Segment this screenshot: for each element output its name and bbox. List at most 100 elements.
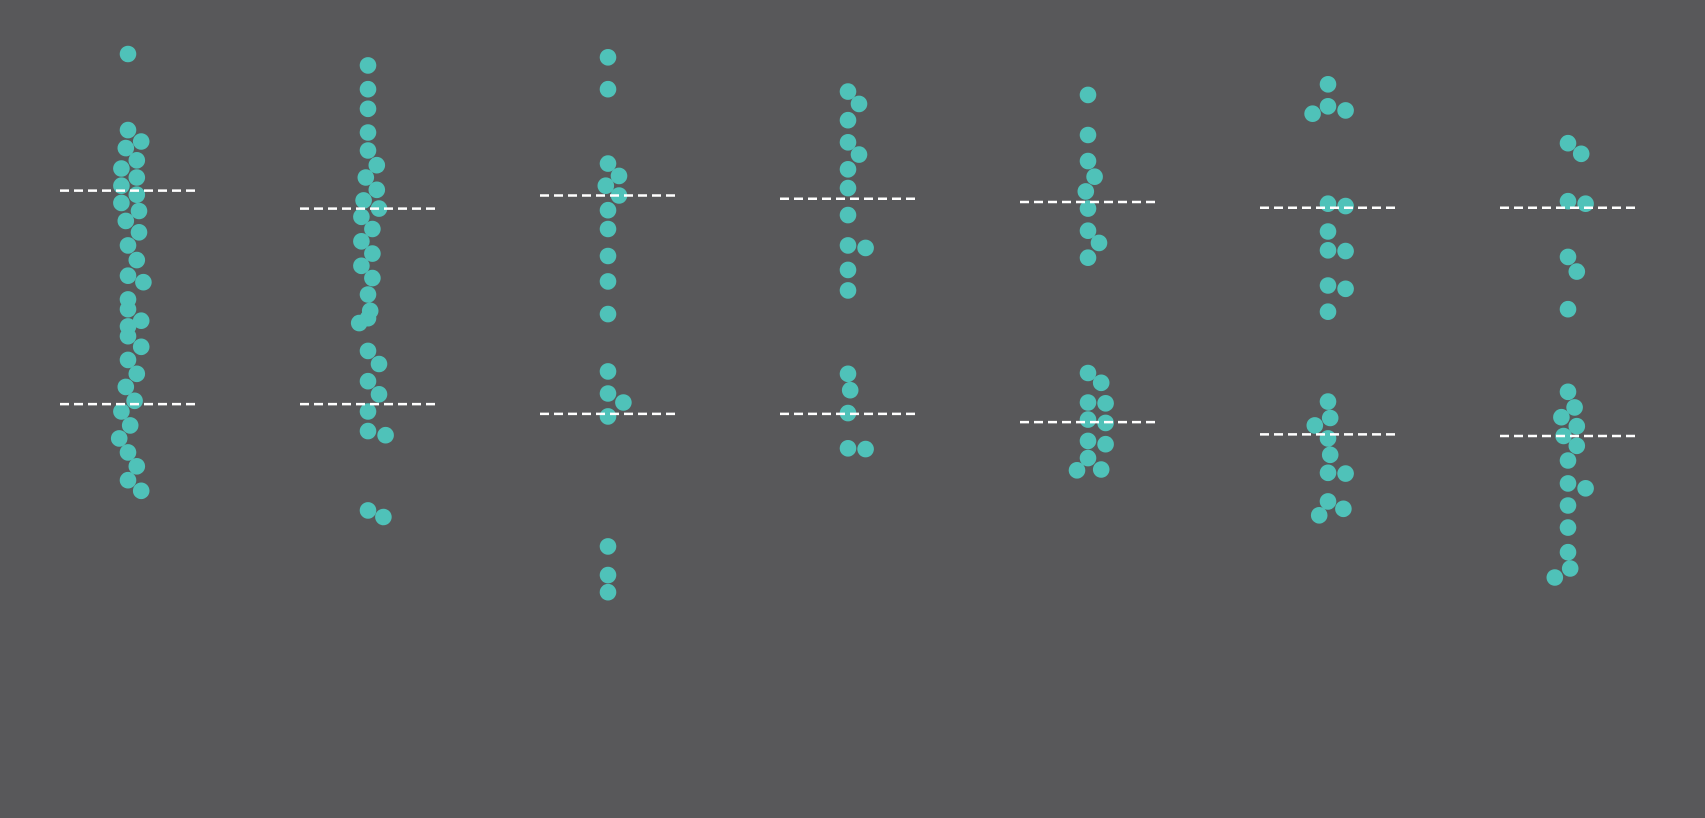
- data-point: [1559, 475, 1577, 492]
- data-point: [839, 161, 857, 178]
- data-point: [1319, 303, 1337, 321]
- data-point: [117, 139, 135, 157]
- data-point: [353, 257, 370, 275]
- data-point: [599, 408, 617, 425]
- data-point: [375, 508, 392, 526]
- data-point: [839, 365, 857, 383]
- data-point: [128, 365, 146, 383]
- data-point: [359, 286, 377, 303]
- data-point: [1337, 102, 1354, 119]
- data-point: [1079, 222, 1097, 239]
- data-point: [132, 133, 150, 150]
- panel-r2-c7: [1500, 300, 1636, 586]
- data-point: [1319, 223, 1337, 240]
- data-point: [1319, 430, 1337, 447]
- data-point: [1079, 394, 1097, 411]
- data-point: [132, 482, 150, 500]
- data-point: [839, 237, 857, 254]
- data-point: [113, 194, 130, 212]
- data-point: [126, 392, 143, 410]
- data-point: [839, 111, 857, 129]
- panel-r2-c4: [780, 365, 916, 458]
- data-point: [370, 355, 388, 373]
- data-point: [1577, 480, 1594, 497]
- data-point: [1086, 168, 1103, 185]
- data-point: [1068, 462, 1086, 479]
- data-point: [1079, 432, 1097, 450]
- panel-r1-c7: [1500, 134, 1636, 280]
- data-point: [359, 100, 377, 118]
- data-point: [359, 309, 377, 327]
- data-point: [119, 471, 137, 489]
- data-point: [121, 417, 139, 434]
- data-point: [597, 177, 615, 194]
- data-point: [1079, 86, 1097, 104]
- data-point: [1079, 364, 1097, 382]
- data-point: [110, 430, 128, 447]
- data-point: [359, 403, 377, 420]
- panel-r2-c1: [60, 300, 196, 500]
- data-point: [128, 186, 146, 203]
- data-point: [1319, 493, 1337, 510]
- data-point: [839, 206, 857, 224]
- data-point: [599, 201, 617, 219]
- data-point: [1079, 200, 1097, 217]
- data-point: [1097, 435, 1114, 453]
- data-point: [839, 179, 857, 197]
- panel-r2-c5: [1020, 364, 1156, 479]
- data-point: [1319, 393, 1337, 410]
- panel-r1-c3: [540, 49, 676, 323]
- data-point: [839, 83, 857, 100]
- data-point: [1077, 183, 1095, 200]
- data-point: [1546, 569, 1564, 586]
- panel-r1-c5: [1020, 86, 1156, 266]
- data-point: [1079, 449, 1097, 467]
- data-point: [370, 386, 388, 403]
- data-point: [599, 155, 617, 172]
- data-point: [359, 422, 377, 440]
- data-point: [1310, 507, 1328, 524]
- data-point: [359, 57, 377, 74]
- data-point: [1553, 408, 1570, 426]
- data-point: [1566, 399, 1583, 416]
- data-point: [1319, 76, 1337, 93]
- data-point: [1321, 446, 1339, 464]
- data-point: [1559, 192, 1577, 210]
- data-point: [1079, 152, 1097, 170]
- panel-r1-c1: [60, 45, 196, 335]
- data-point: [128, 251, 146, 269]
- data-point: [599, 273, 617, 290]
- data-point: [1079, 249, 1097, 266]
- data-point: [359, 502, 377, 519]
- panel-r1-c4: [780, 83, 916, 299]
- data-point: [1304, 105, 1321, 122]
- data-point: [615, 394, 632, 411]
- data-point: [1319, 195, 1337, 212]
- data-point: [599, 305, 617, 323]
- data-point: [599, 363, 617, 380]
- data-point: [599, 538, 617, 555]
- data-point: [368, 156, 386, 174]
- data-point: [1319, 464, 1337, 482]
- data-point: [850, 95, 868, 113]
- data-point: [355, 192, 372, 209]
- data-point: [839, 440, 857, 457]
- data-point: [1559, 543, 1577, 561]
- data-point: [113, 160, 130, 177]
- data-point: [364, 245, 381, 262]
- data-point: [1337, 242, 1354, 260]
- data-point: [359, 142, 377, 159]
- data-point: [1568, 417, 1586, 435]
- data-point: [839, 404, 857, 422]
- data-point: [1335, 500, 1352, 518]
- data-point: [113, 403, 130, 420]
- data-point: [128, 169, 146, 186]
- data-point: [357, 169, 375, 186]
- panel-r1-c2: [300, 57, 436, 332]
- data-point: [1559, 452, 1577, 469]
- panel-r1-c6: [1260, 76, 1396, 298]
- data-point: [377, 426, 394, 444]
- data-point: [359, 80, 377, 98]
